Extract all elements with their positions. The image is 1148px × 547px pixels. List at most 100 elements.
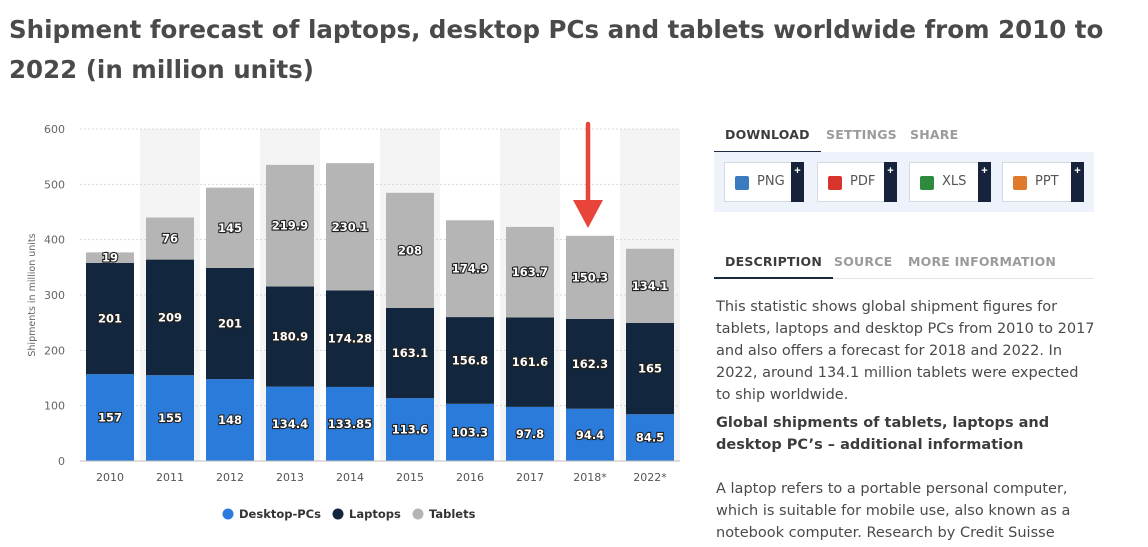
download-ppt-label: PPT xyxy=(1035,174,1059,189)
bar-segment-desktop-pcs-2011 xyxy=(146,375,194,461)
x-tick-label: 2014 xyxy=(336,471,364,484)
bar-segment-tablets-2022 xyxy=(626,248,674,323)
data-label: 94.4 xyxy=(576,428,604,442)
bar-segment-desktop-pcs-2014 xyxy=(326,386,374,461)
download-xls-plus[interactable]: + xyxy=(978,162,991,202)
y-tick-label: 300 xyxy=(44,289,65,302)
download-png-label: PNG xyxy=(757,174,785,189)
bar-segment-tablets-2014 xyxy=(326,163,374,291)
page-title: Shipment forecast of laptops, desktop PC… xyxy=(9,15,1104,84)
png-file-icon xyxy=(735,176,749,190)
data-label: 19 xyxy=(102,251,118,265)
download-options: PNG + PDF + XLS + PPT + xyxy=(714,152,1094,212)
download-pdf-plus[interactable]: + xyxy=(884,162,897,202)
tab-download[interactable]: DOWNLOAD xyxy=(714,118,821,153)
download-ppt-plus[interactable]: + xyxy=(1071,162,1084,202)
x-tick-label: 2018* xyxy=(573,471,607,484)
data-label: 155 xyxy=(158,411,182,425)
bar-segment-desktop-pcs-2022 xyxy=(626,414,674,461)
bar-segment-desktop-pcs-2012 xyxy=(206,379,254,461)
bar-segment-laptops-2014 xyxy=(326,290,374,387)
bar-segment-tablets-2012 xyxy=(206,187,254,268)
data-label: 174.28 xyxy=(328,332,372,346)
chart-area: 0 100 200 300 400 500 600 Shipments in million … xyxy=(0,110,700,547)
bar-segment-desktop-pcs-2013 xyxy=(266,386,314,461)
x-tick-label: 2015 xyxy=(396,471,424,484)
data-label: 201 xyxy=(98,312,122,326)
bar-segment-tablets-2013 xyxy=(266,164,314,287)
bar-segment-laptops-2010 xyxy=(86,262,134,375)
bar-segment-tablets-2015 xyxy=(386,192,434,308)
bar-segment-desktop-pcs-2016 xyxy=(446,403,494,461)
x-tick-label: 2010 xyxy=(96,471,124,484)
legend-marker-desktop-pcs xyxy=(222,508,234,520)
x-tick-label: 2017 xyxy=(516,471,544,484)
bar-segment-desktop-pcs-2015 xyxy=(386,398,434,461)
tab-source[interactable]: SOURCE xyxy=(834,254,893,269)
data-label: 148 xyxy=(218,413,242,427)
legend-marker-tablets xyxy=(412,508,424,520)
bar-segment-laptops-2011 xyxy=(146,259,194,376)
bar-segment-desktop-pcs-2018 xyxy=(566,408,614,461)
bar-segment-laptops-2013 xyxy=(266,286,314,387)
bar-segment-laptops-2015 xyxy=(386,307,434,399)
data-label: 163.1 xyxy=(392,346,428,360)
bar-segment-laptops-2022 xyxy=(626,322,674,415)
download-xls-button[interactable]: XLS + xyxy=(909,162,991,202)
x-tick-label: 2013 xyxy=(276,471,304,484)
data-label: 180.9 xyxy=(272,330,308,344)
download-png-plus[interactable]: + xyxy=(791,162,804,202)
download-xls-label: XLS xyxy=(942,174,967,189)
annotation-arrow-head xyxy=(573,200,603,228)
x-tick-label: 2012 xyxy=(216,471,244,484)
pdf-file-icon xyxy=(828,176,842,190)
data-label: 150.3 xyxy=(572,270,608,284)
data-label: 145 xyxy=(218,221,242,235)
description-text: This statistic shows global shipment fig… xyxy=(716,299,1095,403)
y-tick-label: 200 xyxy=(44,344,65,357)
data-label: 219.9 xyxy=(272,219,308,233)
xls-file-icon xyxy=(920,176,934,190)
y-tick-label: 0 xyxy=(58,455,65,468)
data-label: 161.6 xyxy=(512,355,548,369)
data-label: 97.8 xyxy=(516,427,544,441)
data-label: 174.9 xyxy=(452,262,488,276)
bar-segment-tablets-2016 xyxy=(446,220,494,318)
x-tick-label: 2011 xyxy=(156,471,184,484)
description-text-continued: A laptop refers to a portable personal c… xyxy=(716,481,1071,541)
data-label: 163.7 xyxy=(512,265,548,279)
download-ppt-button[interactable]: PPT + xyxy=(1002,162,1084,202)
tab-description[interactable]: DESCRIPTION xyxy=(714,246,833,279)
x-tick-label: 2022* xyxy=(633,471,667,484)
bar-segment-desktop-pcs-2010 xyxy=(86,374,134,461)
bar-segment-desktop-pcs-2017 xyxy=(506,406,554,461)
data-label: 156.8 xyxy=(452,353,488,367)
stacked-bar-chart: 0 100 200 300 400 500 600 Shipments in million … xyxy=(27,121,680,521)
tab-share[interactable]: SHARE xyxy=(910,127,959,142)
data-label: 157 xyxy=(98,411,122,425)
info-tab-bar: DESCRIPTION SOURCE MORE INFORMATION xyxy=(714,246,1094,279)
ppt-file-icon xyxy=(1013,176,1027,190)
legend-label-desktop-pcs: Desktop-PCs xyxy=(239,507,321,521)
legend-marker-laptops xyxy=(332,508,344,520)
legend-label-laptops: Laptops xyxy=(349,507,401,521)
data-label: 134.4 xyxy=(272,417,308,431)
data-label: 76 xyxy=(162,232,178,246)
data-label: 230.1 xyxy=(332,220,368,234)
x-tick-label: 2016 xyxy=(456,471,484,484)
bar-segment-tablets-2010 xyxy=(86,252,134,263)
download-pdf-button[interactable]: PDF + xyxy=(817,162,897,202)
tab-more-information[interactable]: MORE INFORMATION xyxy=(908,254,1057,269)
tab-settings[interactable]: SETTINGS xyxy=(826,127,897,142)
data-label: 103.3 xyxy=(452,425,488,439)
y-tick-label: 400 xyxy=(44,234,65,247)
panel-tab-bar: DOWNLOAD SETTINGS SHARE xyxy=(714,118,1094,153)
bar-segment-laptops-2012 xyxy=(206,267,254,380)
download-png-button[interactable]: PNG + xyxy=(724,162,804,202)
y-axis-label: Shipments in million units xyxy=(27,233,38,356)
y-tick-label: 500 xyxy=(44,178,65,191)
y-tick-label: 600 xyxy=(44,123,65,136)
description-subheading: Global shipments of tablets, laptops and… xyxy=(716,415,1050,453)
data-label: 113.6 xyxy=(392,423,428,437)
bar-segment-tablets-2011 xyxy=(146,217,194,260)
